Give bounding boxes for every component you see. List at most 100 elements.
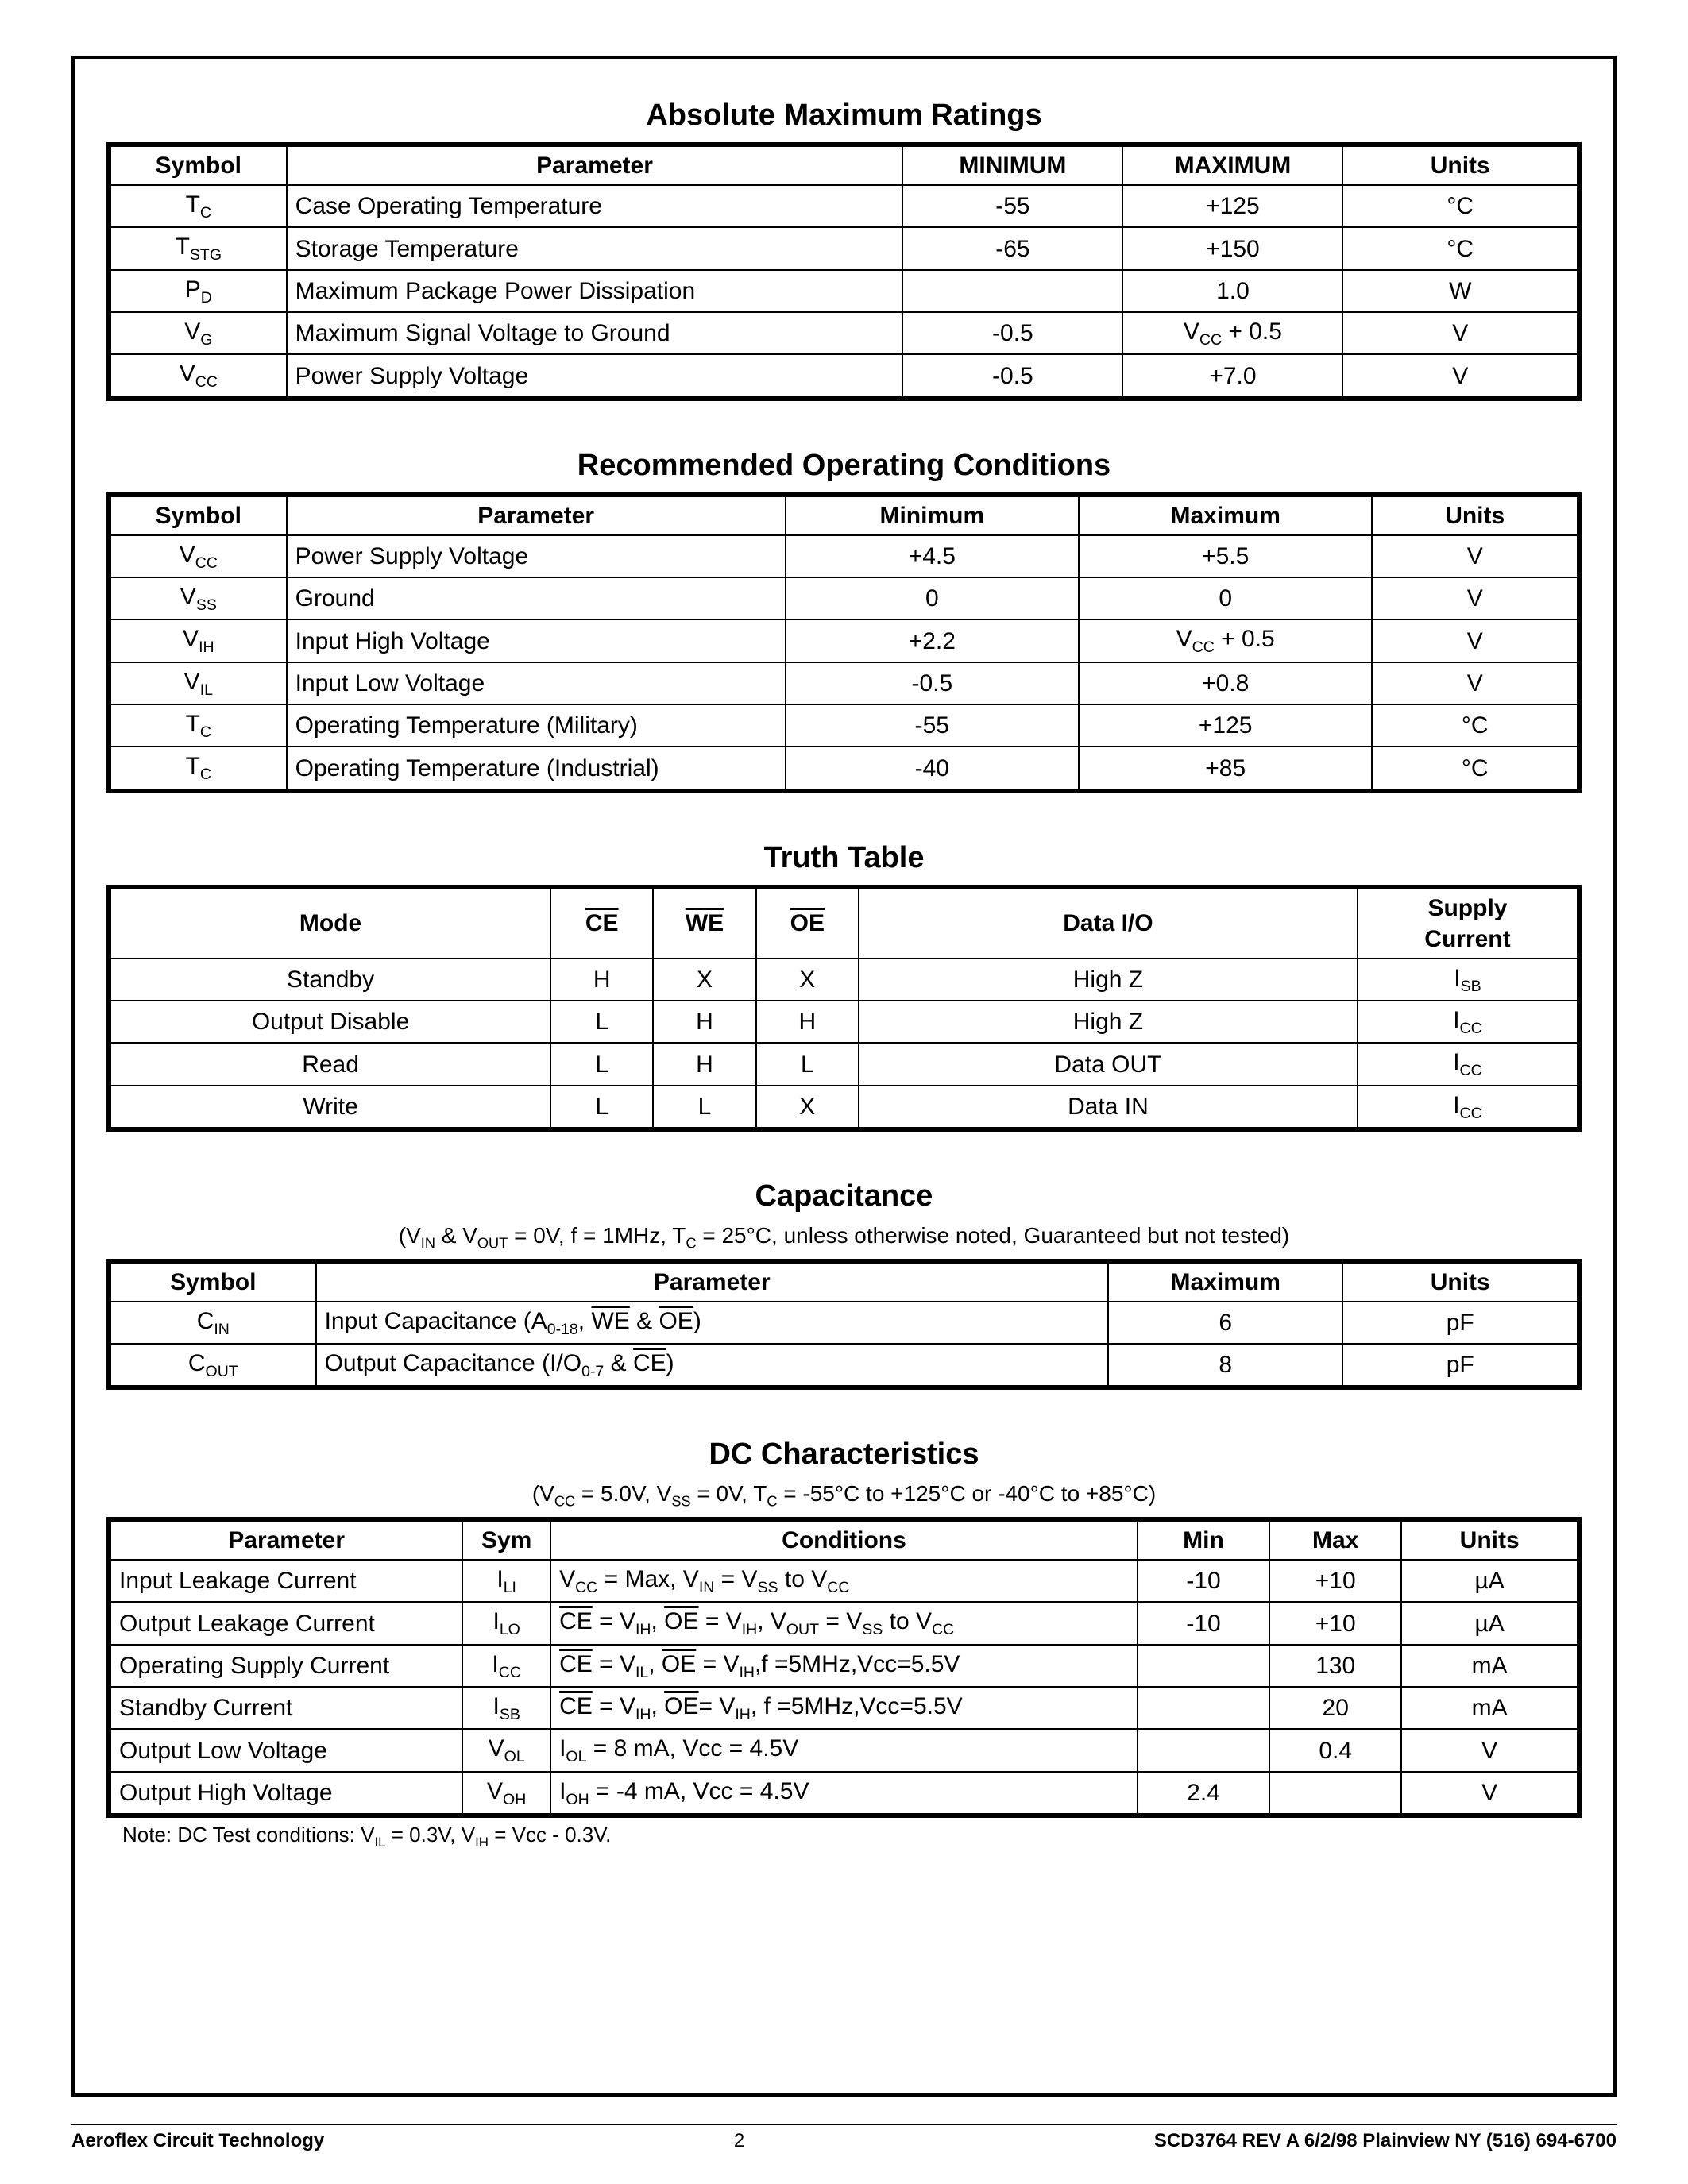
table-cell: µA	[1401, 1602, 1578, 1644]
table-header: Symbol	[110, 1263, 316, 1302]
table-cell: W	[1342, 270, 1578, 312]
table-cell: X	[756, 1086, 859, 1128]
table-cell: V	[1401, 1729, 1578, 1771]
table-cell: pF	[1342, 1302, 1578, 1344]
table-cell: X	[653, 959, 755, 1001]
table-cell: L	[550, 1086, 653, 1128]
table-cell: V	[1342, 312, 1578, 354]
table-cell: Operating Temperature (Industrial)	[287, 747, 786, 789]
table-cell: VCC	[110, 354, 287, 396]
table-row: Output High VoltageVOHIOH = -4 mA, Vcc =…	[110, 1772, 1578, 1814]
table-cell: H	[653, 1043, 755, 1085]
table-row: VIHInput High Voltage+2.2VCC + 0.5V	[110, 619, 1578, 662]
table-cell: VG	[110, 312, 287, 354]
table-cell: VCC	[110, 535, 287, 577]
table-cell: -65	[902, 227, 1122, 269]
table-cell: +125	[1079, 704, 1372, 747]
table-header: Units	[1401, 1521, 1578, 1560]
footer-right: SCD3764 REV A 6/2/98 Plainview NY (516) …	[1154, 2130, 1617, 2152]
table-cell: Power Supply Voltage	[287, 535, 786, 577]
table-cell: X	[756, 959, 859, 1001]
table-cell	[1138, 1687, 1269, 1729]
cap-subtitle: (VIN & VOUT = 0V, f = 1MHz, TC = 25°C, u…	[106, 1223, 1582, 1252]
table-cell: 0.4	[1269, 1729, 1401, 1771]
table-cell: L	[550, 1043, 653, 1085]
table-row: COUTOutput Capacitance (I/O0-7 & CE)8pF	[110, 1344, 1578, 1386]
table-cell: Output Capacitance (I/O0-7 & CE)	[316, 1344, 1108, 1386]
table-cell: Write	[110, 1086, 550, 1128]
table-cell: V	[1372, 619, 1578, 662]
footer-pageno: 2	[734, 2130, 744, 2152]
table-cell: +5.5	[1079, 535, 1372, 577]
table-cell: Output Leakage Current	[110, 1602, 462, 1644]
table-cell: 0	[786, 577, 1079, 619]
table-cell: -55	[902, 185, 1122, 227]
cap-title: Capacitance	[106, 1179, 1582, 1214]
footer-left: Aeroflex Circuit Technology	[71, 2130, 324, 2152]
table-cell: ILO	[462, 1602, 550, 1644]
table-cell: TC	[110, 185, 287, 227]
table-header: MAXIMUM	[1122, 146, 1342, 185]
table-header: Parameter	[110, 1521, 462, 1560]
table-header: Parameter	[316, 1263, 1108, 1302]
table-cell: Power Supply Voltage	[287, 354, 903, 396]
absmax-table: SymbolParameterMINIMUMMAXIMUMUnitsTCCase…	[110, 145, 1578, 398]
table-cell: ICC	[1358, 1086, 1578, 1128]
table-header: Mode	[110, 889, 550, 959]
table-cell: Maximum Signal Voltage to Ground	[287, 312, 903, 354]
table-cell: +7.0	[1122, 354, 1342, 396]
table-cell: +150	[1122, 227, 1342, 269]
table-cell: +0.8	[1079, 662, 1372, 704]
table-cell: 2.4	[1138, 1772, 1269, 1814]
table-cell: ICC	[462, 1645, 550, 1687]
table-header: SupplyCurrent	[1358, 889, 1578, 959]
table-cell: µA	[1401, 1560, 1578, 1602]
table-cell: CE = VIL, OE = VIH,f =5MHz,Vcc=5.5V	[550, 1645, 1138, 1687]
table-row: VGMaximum Signal Voltage to Ground-0.5VC…	[110, 312, 1578, 354]
table-row: VCCPower Supply Voltage+4.5+5.5V	[110, 535, 1578, 577]
table-row: WriteLLXData INICC	[110, 1086, 1578, 1128]
table-cell: 6	[1108, 1302, 1343, 1344]
table-cell: TSTG	[110, 227, 287, 269]
table-cell: °C	[1372, 747, 1578, 789]
table-row: VCCPower Supply Voltage-0.5+7.0V	[110, 354, 1578, 396]
table-header: Symbol	[110, 146, 287, 185]
table-header: WE	[653, 889, 755, 959]
table-row: CINInput Capacitance (A0-18, WE & OE)6pF	[110, 1302, 1578, 1344]
table-header: Min	[1138, 1521, 1269, 1560]
page-frame: Absolute Maximum Ratings SymbolParameter…	[71, 56, 1617, 2097]
table-cell: V	[1372, 535, 1578, 577]
table-cell: PD	[110, 270, 287, 312]
table-cell	[1269, 1772, 1401, 1814]
table-cell: +85	[1079, 747, 1372, 789]
table-cell: V	[1342, 354, 1578, 396]
table-cell: Input High Voltage	[287, 619, 786, 662]
table-cell: CE = VIH, OE= VIH, f =5MHz,Vcc=5.5V	[550, 1687, 1138, 1729]
table-cell: Ground	[287, 577, 786, 619]
table-header: Max	[1269, 1521, 1401, 1560]
table-header: Parameter	[287, 146, 903, 185]
table-cell: °C	[1342, 227, 1578, 269]
table-cell: Operating Temperature (Military)	[287, 704, 786, 747]
table-cell: 130	[1269, 1645, 1401, 1687]
recop-table: SymbolParameterMinimumMaximumUnitsVCCPow…	[110, 496, 1578, 790]
table-header: Units	[1342, 146, 1578, 185]
datasheet-page: Absolute Maximum Ratings SymbolParameter…	[0, 0, 1688, 2184]
table-row: TCOperating Temperature (Military)-55+12…	[110, 704, 1578, 747]
table-cell: -0.5	[902, 312, 1122, 354]
table-cell: 0	[1079, 577, 1372, 619]
cap-table: SymbolParameterMaximumUnitsCINInput Capa…	[110, 1262, 1578, 1387]
table-cell: Data IN	[859, 1086, 1358, 1128]
table-cell: Maximum Package Power Dissipation	[287, 270, 903, 312]
table-cell: Output Disable	[110, 1001, 550, 1043]
table-header: MINIMUM	[902, 146, 1122, 185]
table-cell	[902, 270, 1122, 312]
table-cell	[1138, 1729, 1269, 1771]
table-header: Data I/O	[859, 889, 1358, 959]
table-cell: Data OUT	[859, 1043, 1358, 1085]
absmax-title: Absolute Maximum Ratings	[106, 98, 1582, 133]
table-cell: IOL = 8 mA, Vcc = 4.5V	[550, 1729, 1138, 1771]
table-row: Standby CurrentISBCE = VIH, OE= VIH, f =…	[110, 1687, 1578, 1729]
table-cell: H	[550, 959, 653, 1001]
truth-table: ModeCEWEOEData I/OSupplyCurrentStandbyHX…	[110, 888, 1578, 1129]
